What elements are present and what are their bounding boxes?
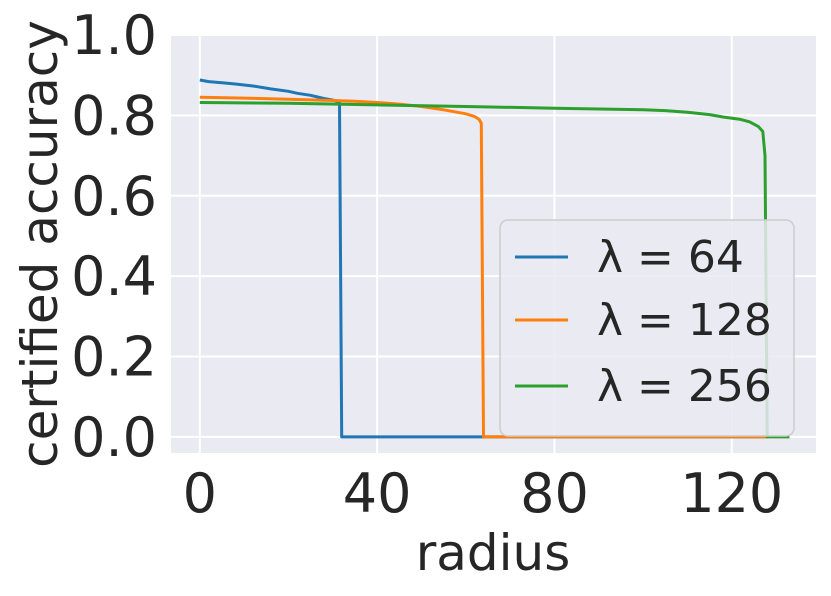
legend-label-128: λ = 128 — [597, 295, 772, 346]
x-tick-label: 120 — [680, 462, 783, 525]
y-tick-label: 0.4 — [71, 245, 157, 308]
series-line-2 — [199, 101, 790, 439]
y-tick-label: 0.8 — [71, 84, 157, 147]
y-axis-label: certified accuracy — [11, 20, 69, 468]
x-tick-label: 0 — [183, 462, 217, 525]
series-line-1 — [199, 95, 768, 439]
y-tick-label: 0.2 — [71, 326, 157, 389]
y-tick-label: 0.0 — [71, 406, 157, 469]
series-lines — [199, 78, 790, 439]
x-tick-label: 80 — [520, 462, 589, 525]
y-tick-label: 0.6 — [71, 165, 157, 228]
x-axis-label: radius — [416, 524, 571, 582]
legend-label-64: λ = 64 — [597, 232, 744, 283]
x-tick-label: 40 — [343, 462, 412, 525]
legend-label-256: λ = 256 — [597, 361, 772, 412]
legend-box — [499, 219, 795, 437]
legend: λ = 64 λ = 128 λ = 256 — [499, 219, 795, 437]
y-tick-labels: 0.0 0.2 0.4 0.6 0.8 1.0 — [71, 4, 157, 469]
x-tick-labels: 0 40 80 120 — [183, 462, 784, 525]
y-tick-label: 1.0 — [71, 4, 157, 67]
